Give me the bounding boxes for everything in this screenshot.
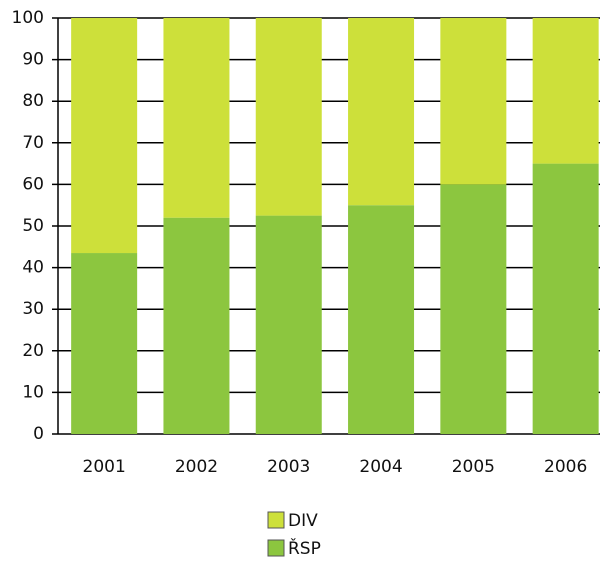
x-tick-label: 2004 xyxy=(359,457,402,477)
bar xyxy=(532,18,599,164)
bar xyxy=(71,253,138,434)
x-tick-label: 2003 xyxy=(267,457,310,477)
y-tick-label: 80 xyxy=(22,91,44,111)
y-tick-label: 70 xyxy=(22,133,44,153)
bar xyxy=(348,205,415,434)
legend-swatch xyxy=(267,539,285,557)
bar xyxy=(440,18,507,185)
y-tick-label: 40 xyxy=(22,258,44,278)
y-tick-label: 0 xyxy=(33,424,44,444)
bar xyxy=(532,163,599,434)
x-tick-label: 2006 xyxy=(544,457,587,477)
bar xyxy=(348,18,415,206)
bar xyxy=(440,184,507,434)
bar xyxy=(163,18,230,218)
legend-label: ŘSP xyxy=(288,537,321,559)
bar xyxy=(163,217,230,434)
y-tick-label: 20 xyxy=(22,341,44,361)
legend-label: DIV xyxy=(288,511,318,531)
bar xyxy=(255,215,322,434)
y-tick-label: 90 xyxy=(22,50,44,70)
y-tick-label: 100 xyxy=(12,8,44,28)
x-tick-label: 2002 xyxy=(175,457,218,477)
y-tick-label: 10 xyxy=(22,382,44,402)
y-tick-label: 60 xyxy=(22,174,44,194)
bar xyxy=(255,18,322,216)
bar xyxy=(71,18,138,254)
legend-swatch xyxy=(267,511,285,529)
x-tick-label: 2001 xyxy=(83,457,126,477)
y-tick-label: 30 xyxy=(22,299,44,319)
x-tick-label: 2005 xyxy=(452,457,495,477)
y-tick-label: 50 xyxy=(22,216,44,236)
